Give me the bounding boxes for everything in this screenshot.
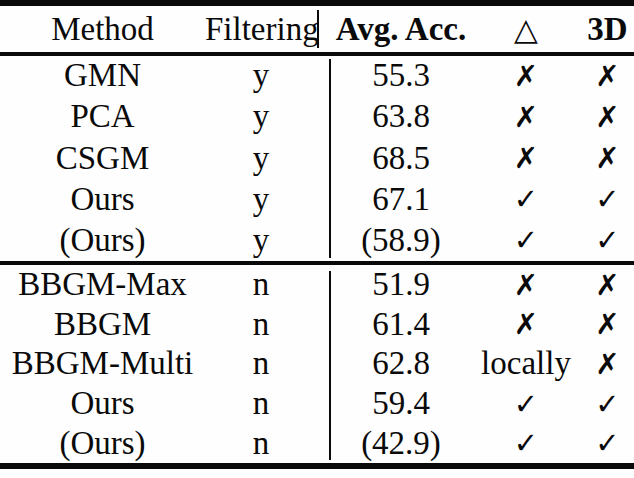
table-row: BBGM-Max n 51.9 ✗ ✗ [0,265,634,305]
filtering-cell: n [205,306,317,343]
header-vertical-bar [317,10,319,48]
triangle-mark-cell: ✗ [471,307,581,341]
threed-mark-cell: ✓ [581,387,634,421]
column-separator-rule-upper [329,59,331,258]
table-row: (Ours) n (42.9) ✓ ✓ [0,423,634,463]
column-header-avg-acc: Avg. Acc. [331,11,471,48]
column-header-3d: 3D [581,11,634,48]
results-table: Method Filtering Avg. Acc. △ 3D GMN y 55… [0,0,634,478]
method-cell: (Ours) [0,222,205,259]
triangle-mark-cell: ✓ [471,223,581,257]
table-row: PCA y 63.8 ✗ ✗ [0,96,634,137]
avg-acc-cell: 67.1 [331,181,471,218]
filtering-cell: y [205,57,317,94]
column-separator-rule-lower [329,271,331,460]
method-cell: Ours [0,385,205,422]
method-cell: PCA [0,98,205,135]
table-header-row: Method Filtering Avg. Acc. △ 3D [0,6,634,52]
filtering-cell: y [205,181,317,218]
threed-mark-cell: ✗ [581,59,634,93]
avg-acc-cell: 59.4 [331,385,471,422]
table-row: BBGM n 61.4 ✗ ✗ [0,305,634,345]
method-cell: BBGM-Multi [0,345,205,382]
avg-acc-cell: (58.9) [331,222,471,259]
threed-mark-cell: ✓ [581,182,634,216]
avg-acc-cell: 62.8 [331,345,471,382]
avg-acc-cell: (42.9) [331,425,471,462]
threed-mark-cell: ✓ [581,223,634,257]
avg-acc-cell: 68.5 [331,140,471,177]
column-header-filtering: Filtering [205,11,317,48]
triangle-mark-cell: ✗ [471,141,581,175]
filtering-cell: y [205,222,317,259]
method-cell: BBGM [0,306,205,343]
table-row: CSGM y 68.5 ✗ ✗ [0,137,634,178]
filtering-cell: n [205,266,317,303]
filtering-cell: n [205,385,317,422]
avg-acc-cell: 55.3 [331,57,471,94]
avg-acc-cell: 51.9 [331,266,471,303]
table-group-filtering-y: GMN y 55.3 ✗ ✗ PCA y 63.8 ✗ ✗ CSGM y 68.… [0,55,634,261]
filtering-cell: y [205,98,317,135]
table-row: Ours y 67.1 ✓ ✓ [0,179,634,220]
triangle-mark-cell: ✓ [471,426,581,460]
triangle-mark-cell: ✓ [471,182,581,216]
method-cell: GMN [0,57,205,94]
filtering-cell: y [205,140,317,177]
method-cell: BBGM-Max [0,266,205,303]
triangle-mark-cell: ✗ [471,100,581,134]
triangle-mark-cell: ✗ [471,268,581,302]
threed-mark-cell: ✗ [581,347,634,381]
avg-acc-cell: 63.8 [331,98,471,135]
method-cell: CSGM [0,140,205,177]
filtering-cell: n [205,425,317,462]
triangle-mark-cell: ✗ [471,59,581,93]
table-row: Ours n 59.4 ✓ ✓ [0,384,634,424]
threed-mark-cell: ✓ [581,426,634,460]
triangle-mark-cell: locally [471,345,581,382]
column-header-triangle-icon: △ [471,11,581,47]
filtering-cell: n [205,345,317,382]
threed-mark-cell: ✗ [581,307,634,341]
table-row: (Ours) y (58.9) ✓ ✓ [0,220,634,261]
method-cell: Ours [0,181,205,218]
column-header-method: Method [0,11,205,48]
table-row: GMN y 55.3 ✗ ✗ [0,55,634,96]
triangle-mark-cell: ✓ [471,387,581,421]
threed-mark-cell: ✗ [581,141,634,175]
avg-acc-cell: 61.4 [331,306,471,343]
table-row: BBGM-Multi n 62.8 locally ✗ [0,344,634,384]
table-group-filtering-n: BBGM-Max n 51.9 ✗ ✗ BBGM n 61.4 ✗ ✗ BBGM… [0,265,634,463]
threed-mark-cell: ✗ [581,268,634,302]
table-rule-bottom [0,463,634,469]
method-cell: (Ours) [0,425,205,462]
threed-mark-cell: ✗ [581,100,634,134]
